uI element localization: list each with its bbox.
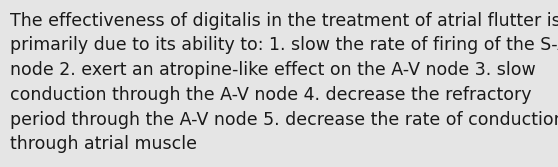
Text: The effectiveness of digitalis in the treatment of atrial flutter is: The effectiveness of digitalis in the tr… [10, 12, 558, 30]
Text: conduction through the A-V node 4. decrease the refractory: conduction through the A-V node 4. decre… [10, 86, 532, 104]
Text: through atrial muscle: through atrial muscle [10, 135, 197, 153]
Text: period through the A-V node 5. decrease the rate of conduction: period through the A-V node 5. decrease … [10, 111, 558, 129]
Text: node 2. exert an atropine-like effect on the A-V node 3. slow: node 2. exert an atropine-like effect on… [10, 61, 536, 79]
Text: primarily due to its ability to: 1. slow the rate of firing of the S-A: primarily due to its ability to: 1. slow… [10, 36, 558, 54]
